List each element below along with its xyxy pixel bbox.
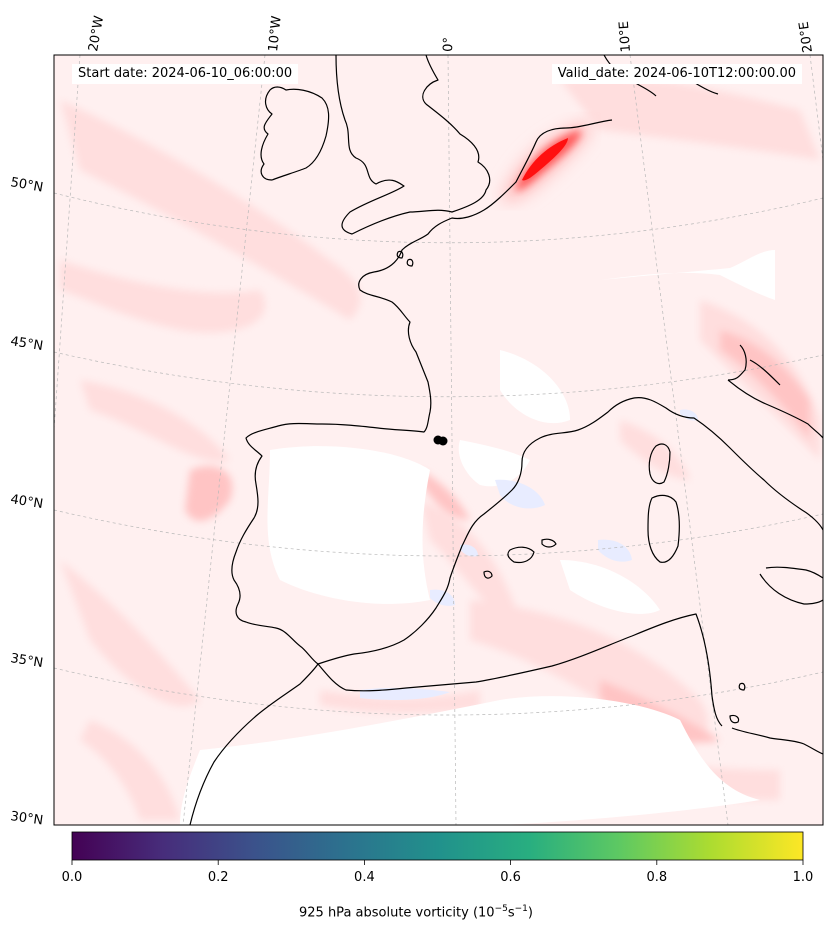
coastline-balearics — [483, 538, 557, 579]
lat-label-30n: 30°N — [9, 809, 44, 828]
lat-label-50n: 50°N — [9, 175, 44, 195]
vorticity-map — [54, 55, 823, 825]
lon-label-10w: 10°W — [266, 15, 285, 52]
lon-label-0: 0° — [441, 37, 457, 52]
coastline-sardinia — [647, 494, 680, 563]
graticule — [54, 55, 823, 825]
colorbar-tick-label: 0.4 — [354, 870, 375, 885]
location-marker — [433, 435, 448, 446]
zero-vorticity-areas — [180, 250, 775, 825]
coastline-north-africa — [189, 613, 823, 825]
lat-label-35n: 35°N — [9, 651, 44, 671]
coastline-channel-islands — [396, 250, 414, 267]
coastline-spain-mediterranean — [317, 397, 823, 665]
colorbar-label-unit: s — [507, 905, 515, 921]
negative-vorticity-areas — [360, 409, 698, 700]
coastline-ireland — [260, 86, 330, 181]
meridian-0 — [447, 55, 457, 825]
colorbar-label-end: ) — [527, 905, 533, 921]
colorbar-label-exponent-2: −1 — [514, 904, 528, 914]
lat-label-45n: 45°N — [9, 334, 44, 354]
coastline-great-britain — [335, 55, 491, 235]
coastline-adriatic — [727, 344, 823, 439]
latitude-labels: 50°N 45°N 40°N 35°N 30°N — [9, 175, 44, 828]
vorticity-maximum-channel — [500, 120, 592, 203]
start-date-label: Start date: 2024-06-10_06:00:00 — [72, 64, 299, 84]
coastline-sicily — [759, 566, 823, 605]
colorbar-label: 925 hPa absolute vorticity (10−5s−1) — [0, 904, 832, 920]
lon-label-10e: 10°E — [617, 21, 634, 53]
colorbar-label-exponent: −5 — [494, 904, 508, 914]
colorbar-gradient — [71, 831, 804, 861]
coastline-corsica — [648, 443, 671, 485]
colorbar-tick-label: 0.0 — [62, 870, 83, 885]
coastlines — [189, 55, 823, 825]
map-frame — [53, 54, 824, 826]
meridian-20w — [54, 55, 81, 431]
lon-label-20e: 20°E — [797, 20, 816, 53]
colorbar-ticks: 0.0 0.2 0.4 0.6 0.8 1.0 — [62, 860, 814, 885]
valid-date-label: Valid_date: 2024-06-10T12:00:00.00 — [551, 64, 802, 84]
lat-label-40n: 40°N — [9, 492, 44, 512]
coastline-small-islands — [729, 682, 746, 724]
coastline-western-europe — [231, 119, 613, 665]
colorbar: 0.0 0.2 0.4 0.6 0.8 1.0 — [62, 831, 814, 885]
colorbar-tick-label: 0.6 — [500, 870, 521, 885]
colorbar-tick-label: 0.2 — [208, 870, 229, 885]
colorbar-label-main: 925 hPa absolute vorticity (10 — [299, 905, 495, 921]
colorbar-tick-label: 1.0 — [793, 870, 814, 885]
lon-label-20w: 20°W — [86, 15, 107, 53]
longitude-labels: 20°W 10°W 0° 10°E 20°E — [86, 15, 816, 54]
colorbar-tick-label: 0.8 — [646, 870, 667, 885]
